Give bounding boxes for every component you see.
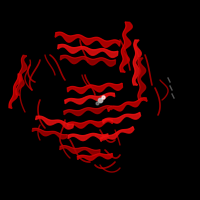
Polygon shape (68, 133, 108, 141)
Polygon shape (65, 93, 115, 104)
Polygon shape (100, 127, 134, 141)
Polygon shape (120, 22, 132, 72)
Polygon shape (133, 40, 141, 85)
Polygon shape (138, 58, 146, 100)
Point (98, 98, 102, 102)
Polygon shape (77, 153, 112, 160)
Polygon shape (36, 116, 74, 129)
Polygon shape (67, 119, 113, 128)
Point (95, 101, 99, 105)
Polygon shape (55, 32, 120, 47)
Polygon shape (67, 83, 122, 93)
Polygon shape (108, 98, 147, 112)
Polygon shape (103, 112, 141, 124)
Polygon shape (58, 44, 118, 57)
Polygon shape (16, 55, 27, 95)
Polygon shape (60, 146, 100, 155)
Polygon shape (64, 106, 112, 116)
Polygon shape (32, 128, 67, 139)
Polygon shape (9, 74, 22, 108)
Polygon shape (60, 55, 116, 66)
Point (101, 95, 105, 99)
